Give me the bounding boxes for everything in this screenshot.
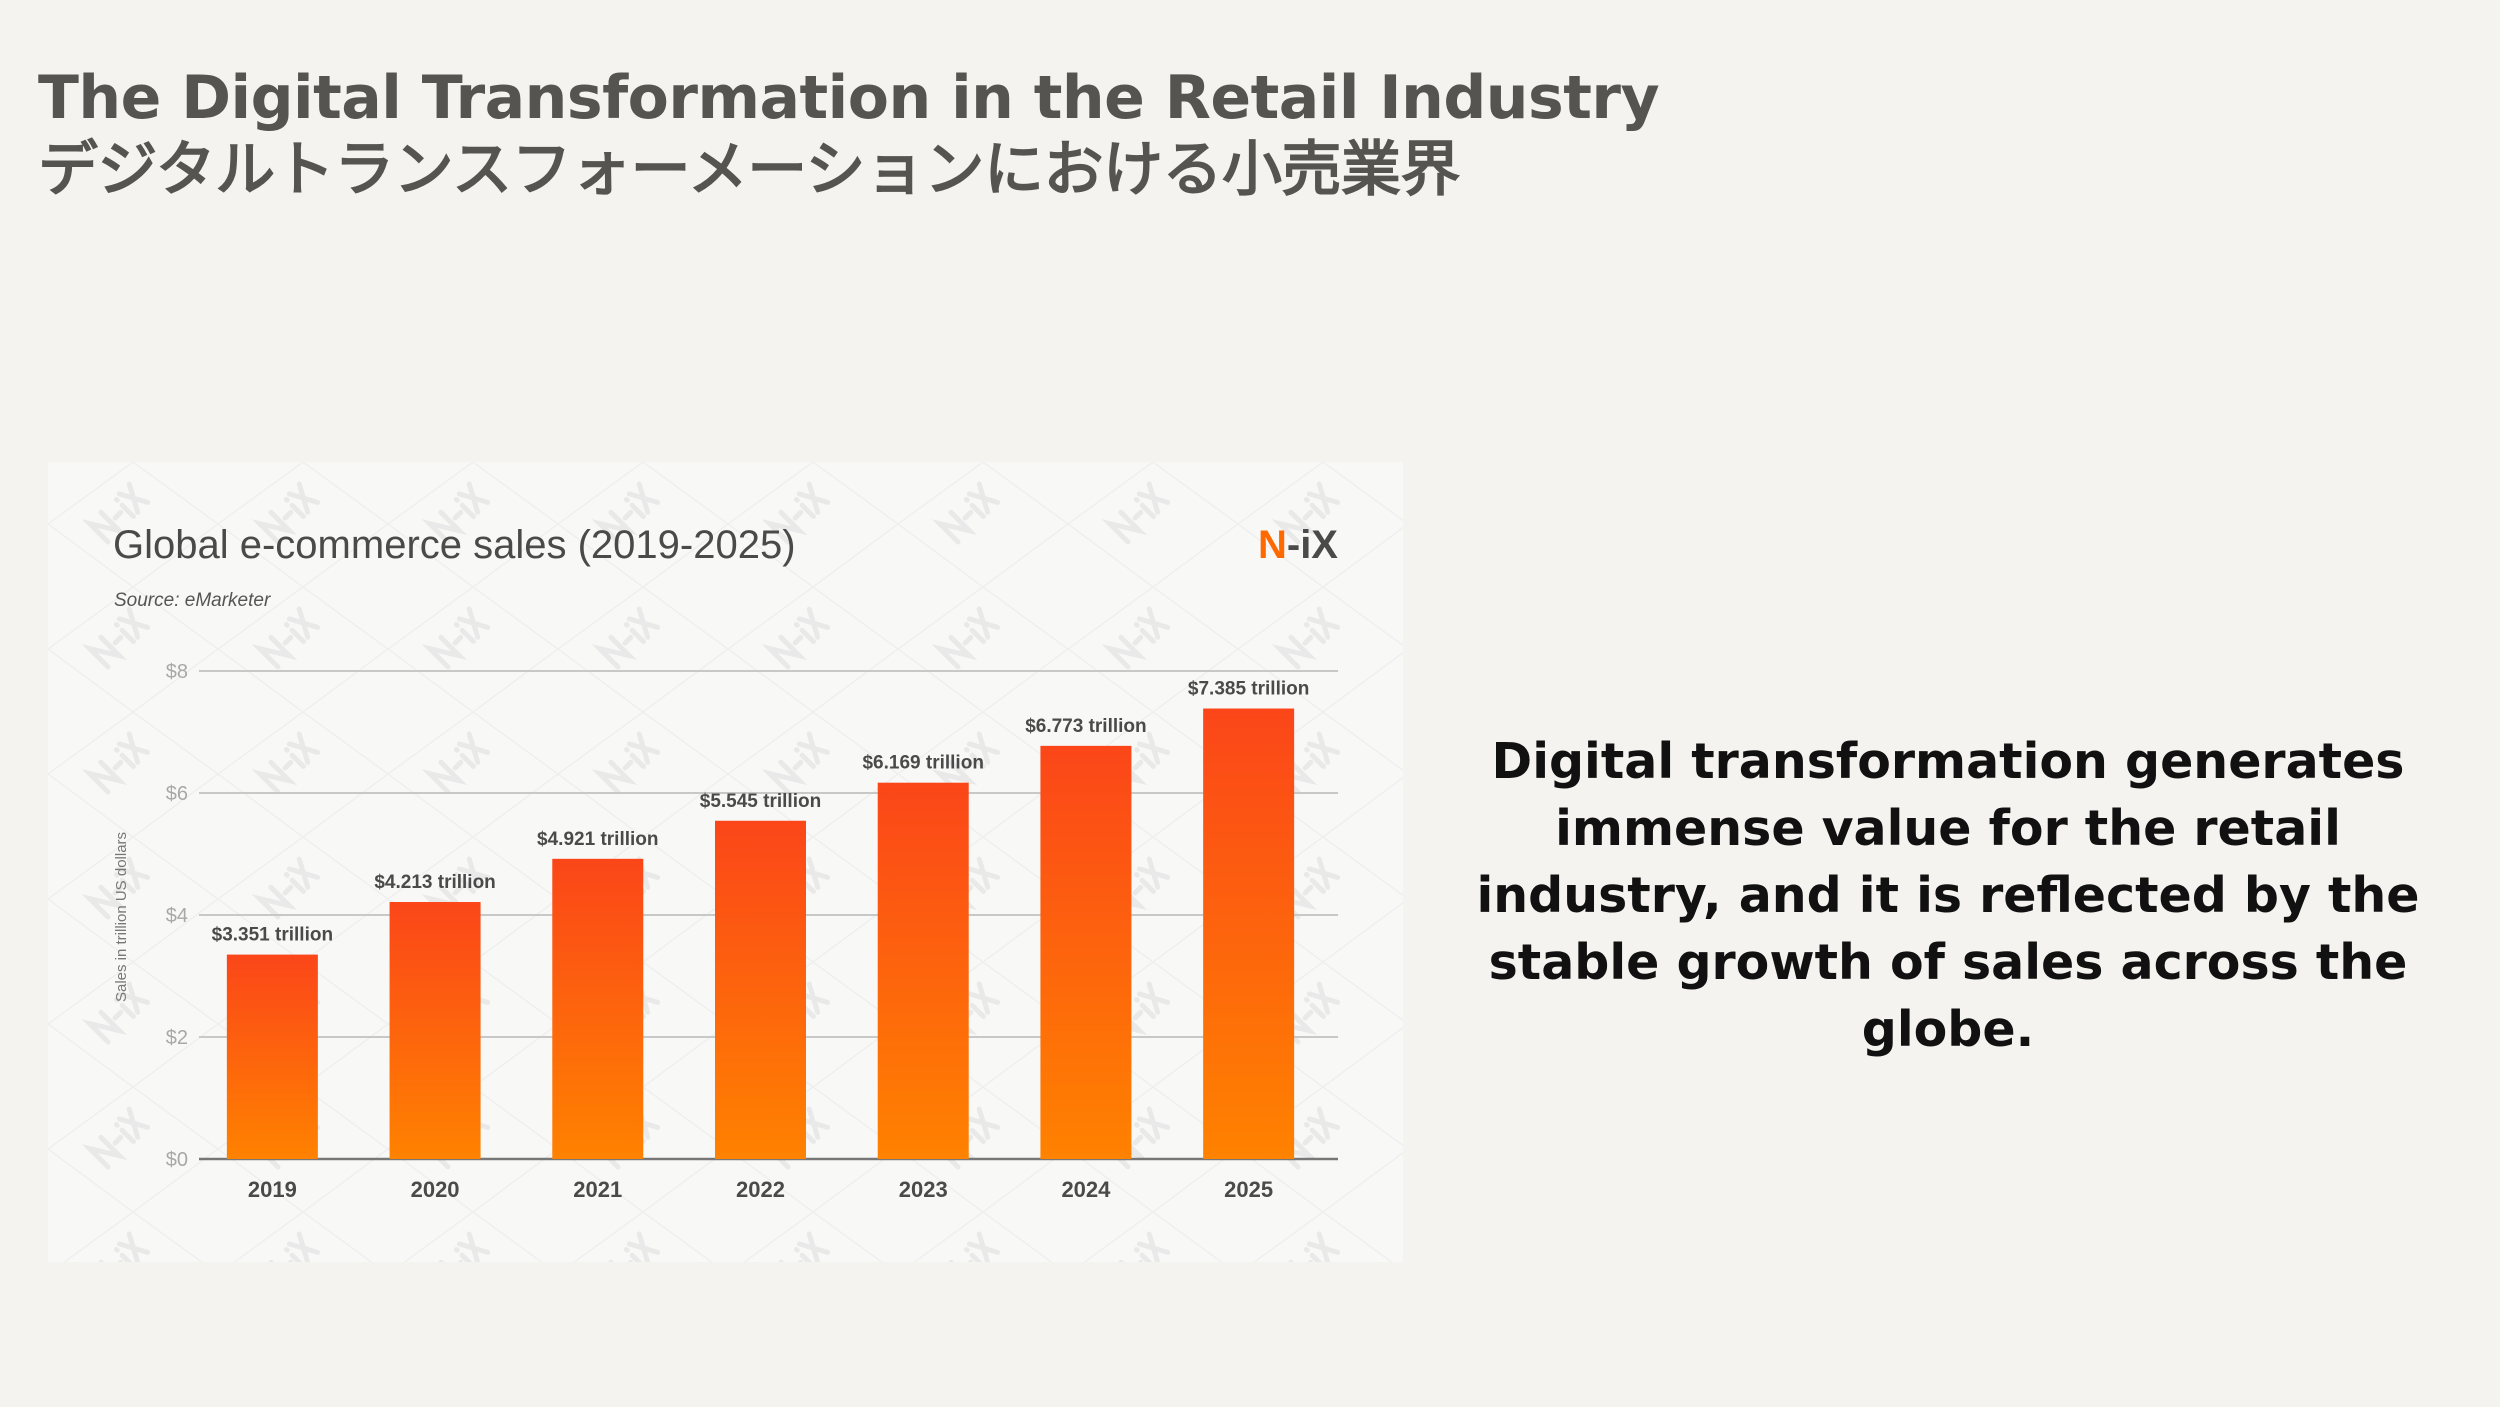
data-label: $5.545 trillion <box>700 791 821 812</box>
bar-2025 <box>1203 708 1295 1159</box>
body-text: Digital transformation generates immense… <box>1476 733 2420 1058</box>
logo-n: N <box>1258 523 1287 567</box>
y-tick-label: $4 <box>166 905 188 927</box>
y-tick-label: $6 <box>166 783 188 805</box>
x-tick-label: 2022 <box>736 1177 785 1202</box>
title-english: The Digital Transformation in the Retail… <box>38 63 1660 133</box>
bar-2019 <box>226 954 318 1159</box>
chart-source: Source: eMarketer <box>114 590 271 611</box>
x-tick-label: 2025 <box>1224 1177 1273 1202</box>
bar-2021 <box>552 858 644 1159</box>
chart-title: Global e-commerce sales (2019-2025) <box>113 523 796 567</box>
bar-chart: Global e-commerce sales (2019-2025) Sour… <box>48 462 1403 1262</box>
x-tick-label: 2023 <box>899 1177 948 1202</box>
x-tick-label: 2019 <box>248 1177 297 1202</box>
bar-2022 <box>715 820 806 1159</box>
data-label: $3.351 trillion <box>212 925 333 946</box>
logo-ix: -iX <box>1287 523 1338 567</box>
data-label: $4.921 trillion <box>537 829 658 850</box>
bar-2023 <box>877 782 969 1159</box>
x-tick-label: 2024 <box>1061 1177 1111 1202</box>
bar-2020 <box>389 902 481 1159</box>
data-label: $6.773 trillion <box>1025 716 1146 737</box>
bar-2024 <box>1040 745 1132 1159</box>
title-japanese: デジタルトランスフォーメーションにおける小売業界 <box>38 135 1461 205</box>
y-tick-label: $0 <box>166 1149 188 1171</box>
data-label: $6.169 trillion <box>862 753 983 774</box>
x-tick-label: 2020 <box>411 1177 460 1202</box>
x-tick-label: 2021 <box>573 1177 622 1202</box>
data-label: $4.213 trillion <box>374 872 495 893</box>
y-tick-label: $8 <box>166 661 188 683</box>
brand-logo: N-iX <box>1258 523 1338 567</box>
chart-image: Global e-commerce sales (2019-2025) Sour… <box>48 462 1403 1262</box>
y-tick-label: $2 <box>166 1027 188 1049</box>
slide-title: The Digital Transformation in the Retail… <box>38 62 1660 206</box>
y-axis-label: Sales in trillion US dollars <box>113 832 130 1002</box>
data-label: $7.385 trillion <box>1188 679 1309 700</box>
